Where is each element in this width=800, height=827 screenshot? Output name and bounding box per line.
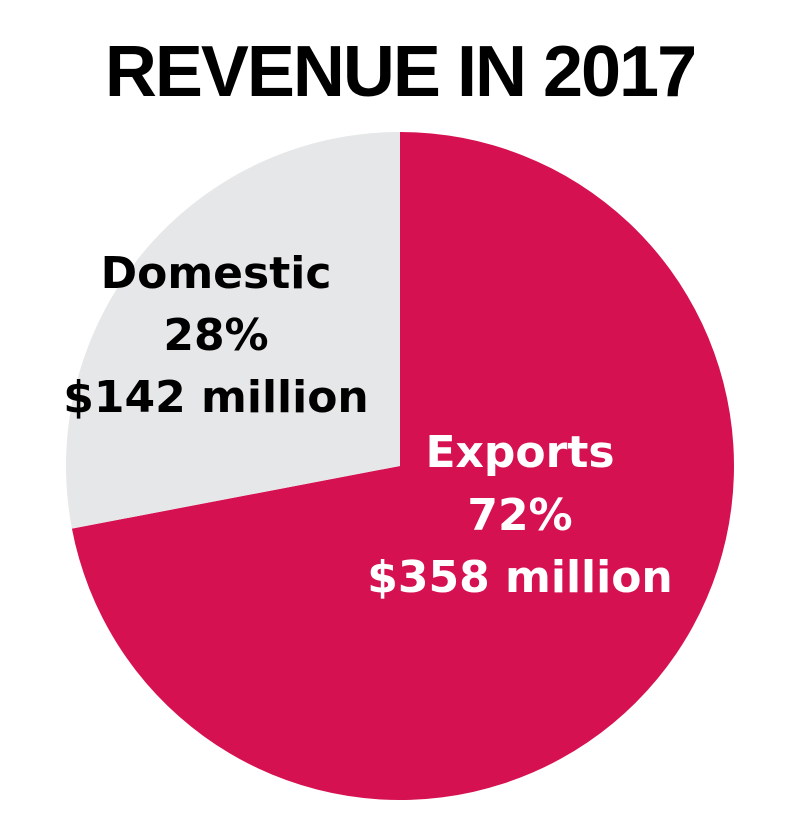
slice-label-exports-amount: $358 million bbox=[367, 552, 673, 603]
slice-label-domestic-amount: $142 million bbox=[63, 372, 369, 423]
pie-slice-domestic bbox=[65, 132, 400, 529]
pie-slice-exports bbox=[71, 132, 734, 800]
chart-title: REVENUE IN 2017 bbox=[105, 32, 695, 112]
slice-label-domestic-name: Domestic bbox=[101, 248, 332, 299]
slice-label-exports-name: Exports bbox=[425, 427, 614, 478]
slice-label-domestic-percent: 28% bbox=[163, 310, 268, 361]
slice-label-exports-percent: 72% bbox=[467, 490, 572, 541]
pie-slices bbox=[65, 132, 734, 800]
